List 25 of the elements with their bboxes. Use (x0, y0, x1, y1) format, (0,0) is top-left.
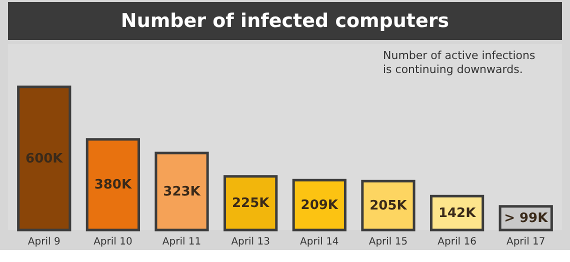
data-label: 600K (26, 151, 64, 166)
x-tick-label: April 13 (231, 236, 270, 248)
data-label: 209K (300, 198, 339, 214)
x-tick-label: April 9 (28, 236, 60, 248)
data-label: 225K (232, 196, 270, 212)
data-label: 142K (438, 206, 477, 222)
x-tick-label: April 10 (94, 236, 132, 248)
bar (430, 194, 484, 232)
x-tick-label: April 15 (368, 236, 408, 248)
x-tick-label: April 17 (506, 236, 546, 248)
bar (292, 178, 346, 232)
data-label: 205K (370, 198, 408, 214)
x-tick-label: April 16 (438, 236, 476, 248)
data-label: 380K (94, 178, 132, 193)
bar (17, 86, 72, 232)
text: Number of active infections is continuing downwards. (383, 49, 536, 76)
bar (224, 175, 278, 232)
bar (361, 180, 416, 232)
bar (86, 138, 140, 232)
x-tick-label: April 11 (162, 236, 202, 248)
data-label: 323K (163, 184, 202, 200)
x-tick-label: April 14 (300, 236, 339, 248)
data-label: > 99K (504, 211, 549, 226)
chart-title: Number of infected computers (120, 10, 450, 32)
bar (154, 152, 209, 232)
